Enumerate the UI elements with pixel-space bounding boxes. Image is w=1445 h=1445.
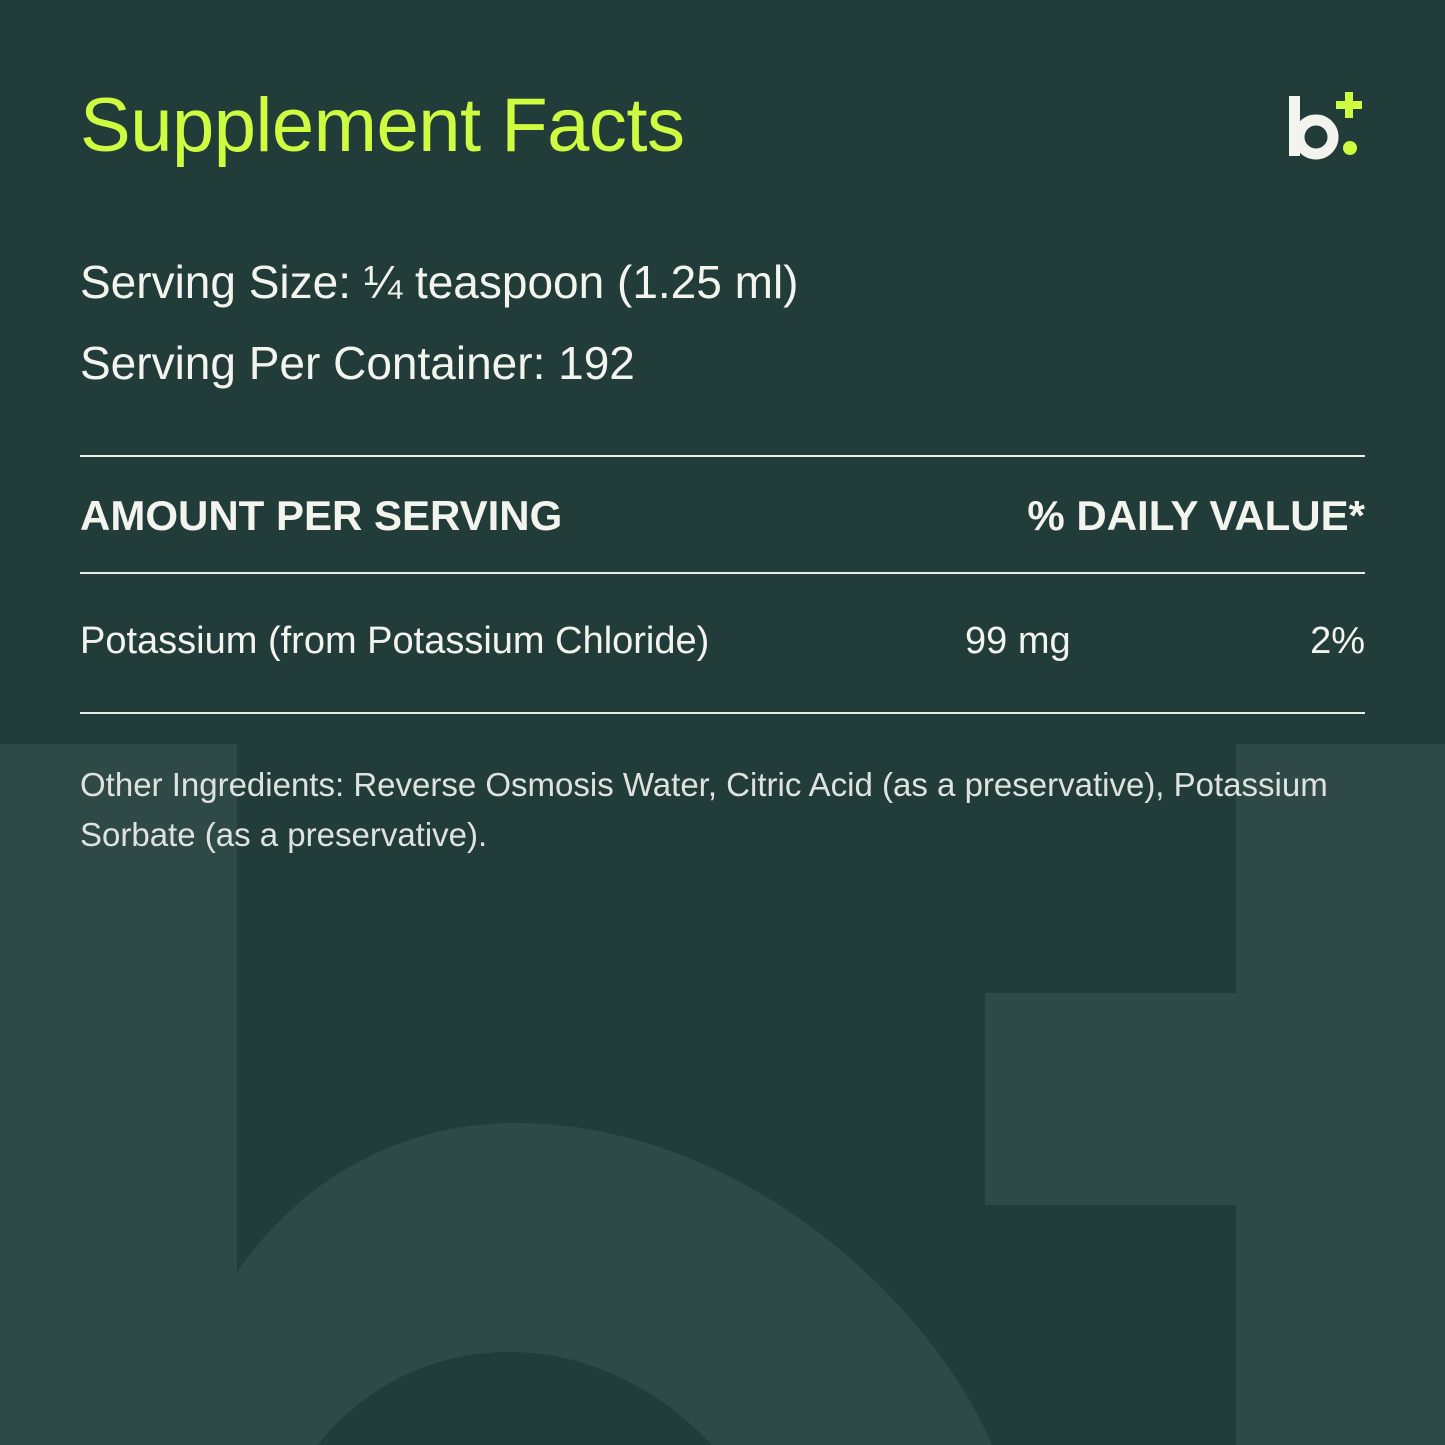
divider — [80, 712, 1365, 714]
divider — [80, 572, 1365, 574]
servings-per-container: Serving Per Container: 192 — [80, 337, 635, 389]
nutrient-amount: 99 mg — [965, 620, 1071, 662]
serving-size: Serving Size: ¼ teaspoon (1.25 ml) — [80, 256, 799, 308]
header-daily-value: % DAILY VALUE* — [1027, 492, 1365, 539]
other-ingredients: Other Ingredients: Reverse Osmosis Water… — [80, 766, 1328, 853]
divider — [80, 455, 1365, 457]
header-amount-per-serving: AMOUNT PER SERVING — [80, 492, 563, 539]
brand-logo-icon — [1287, 92, 1365, 165]
page-title: Supplement Facts — [80, 83, 685, 168]
nutrient-daily-value: 2% — [1310, 620, 1365, 662]
nutrient-name: Potassium (from Potassium Chloride) — [80, 620, 710, 662]
